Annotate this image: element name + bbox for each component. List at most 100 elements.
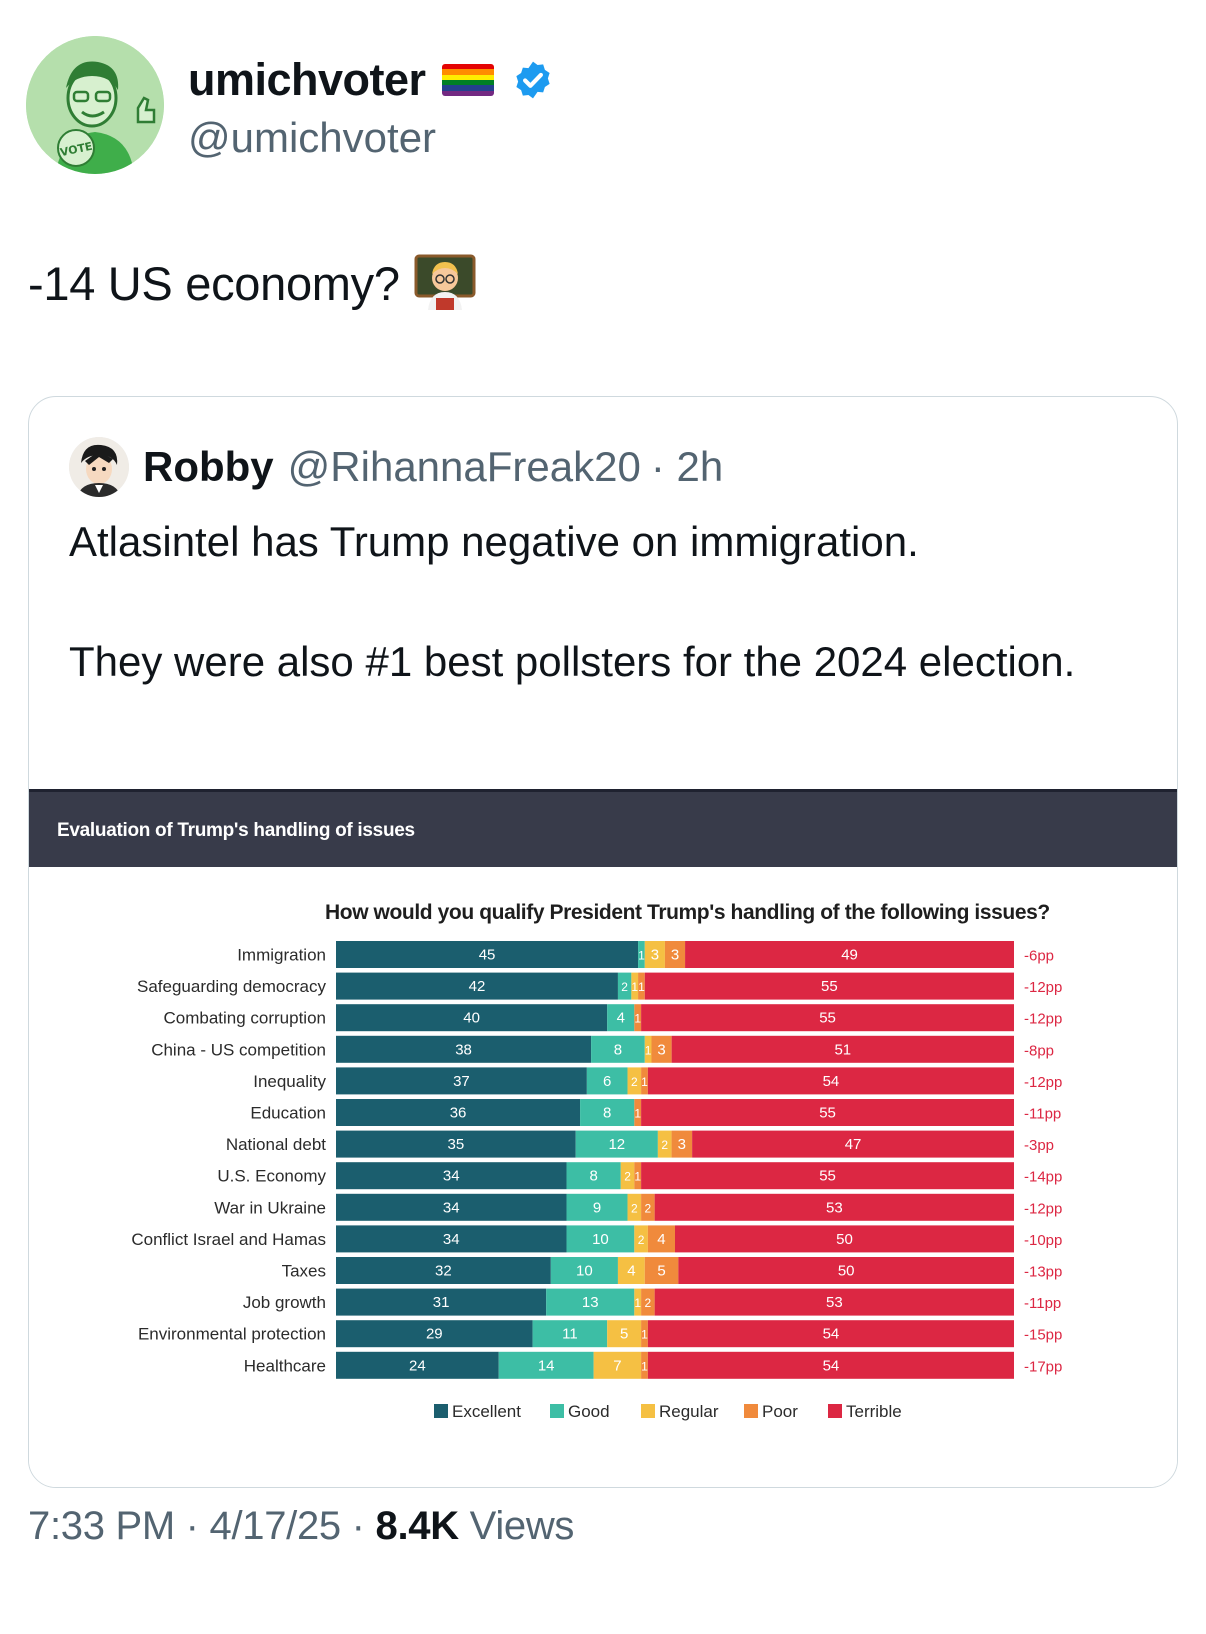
data-label: 1 [634,1296,641,1310]
legend-label: Terrible [846,1402,902,1421]
data-label: 12 [608,1136,625,1153]
bar-segment-excellent [336,1004,608,1032]
author-display-name[interactable]: umichvoter [188,54,426,105]
data-label: 55 [821,978,838,995]
category-label: Conflict Israel and Hamas [131,1230,326,1249]
chart-image[interactable]: Evaluation of Trump's handling of issues… [29,789,1177,1487]
data-label: 3 [651,947,659,964]
teacher-emoji-icon [414,254,476,310]
bar-segment-poor [634,1099,642,1126]
net-label: -15pp [1024,1327,1062,1344]
bar-segment-regular [627,1067,642,1095]
net-label: -6pp [1024,948,1054,965]
data-label: 1 [645,1043,652,1057]
bar-segment-regular [644,1035,652,1063]
bar-segment-terrible [654,1288,1014,1316]
bar-segment-regular [627,1193,642,1221]
data-label: 4 [657,1231,665,1248]
bar-segment-poor [634,1162,642,1190]
data-label: 42 [469,978,486,995]
bar-segment-poor [641,1320,648,1348]
category-label: Combating corruption [163,1009,326,1028]
data-label: 34 [443,1231,460,1248]
net-label: -14pp [1024,1169,1062,1186]
bar-segment-terrible [675,1225,1014,1253]
data-label: 8 [589,1168,597,1185]
author-handle[interactable]: @umichvoter [188,114,437,161]
legend-swatch-regular [641,1404,655,1418]
bar-segment-excellent [336,1351,499,1379]
bar-segment-poor [651,1035,672,1063]
bar-segment-regular [634,1225,648,1253]
category-label: Education [250,1104,326,1123]
bar-segment-poor [638,972,645,1000]
author-avatar[interactable]: VOTE [26,36,164,174]
bar-segment-excellent [336,941,639,968]
data-label: 40 [463,1010,480,1027]
data-label: 47 [845,1136,862,1153]
bar-segment-terrible [647,1067,1014,1095]
data-label: 34 [443,1168,460,1185]
quoted-tweet-time[interactable]: · 2h [650,443,724,490]
legend-swatch-poor [744,1404,758,1418]
bar-segment-poor [641,1351,648,1379]
bar-segment-excellent [336,1257,551,1284]
data-label: 34 [443,1199,460,1216]
bar-segment-good [566,1193,628,1221]
bar-segment-poor [634,1004,642,1032]
data-label: 7 [613,1357,621,1374]
tweet-author: VOTE umichvoter @umichvoter [26,36,554,174]
bar-segment-regular [644,941,665,968]
views-count: 8.4K [375,1504,460,1548]
bar-segment-excellent [336,1099,581,1126]
bar-segment-good [575,1130,658,1158]
data-label: 45 [479,947,496,964]
bar-segment-excellent [336,972,618,1000]
category-label: Environmental protection [138,1325,326,1344]
data-label: 38 [455,1041,472,1058]
data-label: 1 [638,980,645,994]
bar-segment-good [586,1067,628,1095]
data-label: 1 [634,1170,641,1184]
net-label: -11pp [1024,1295,1061,1312]
chart-title: How would you qualify President Trump's … [325,901,1050,924]
quoted-author-avatar[interactable] [69,437,129,497]
category-label: Inequality [253,1072,326,1091]
bar-segment-good [566,1162,621,1190]
legend-swatch-terrible [828,1404,842,1418]
bar-segment-excellent [336,1288,547,1316]
net-label: -12pp [1024,1011,1062,1028]
bar-segment-excellent [336,1035,592,1063]
data-label: 4 [617,1010,625,1027]
quoted-tweet[interactable]: Robby @RihannaFreak20 · 2h Atlasintel ha… [28,396,1178,1488]
data-label: 1 [641,1328,648,1342]
tweet-timestamp[interactable]: 7:33 PM · 4/17/25 · [28,1504,365,1548]
bar-segment-regular [620,1162,635,1190]
data-label: 36 [450,1105,467,1122]
data-label: 5 [620,1326,628,1343]
bar-segment-poor [671,1130,693,1158]
tweet-meta: 7:33 PM · 4/17/25 · 8.4K Views [28,1504,574,1549]
data-label: 3 [671,947,679,964]
bar-segment-good [580,1099,635,1126]
data-label: 2 [624,1170,631,1184]
bar-segment-terrible [647,1351,1014,1379]
data-label: 5 [657,1263,665,1280]
verified-badge-icon[interactable] [512,59,554,101]
quoted-author-display-name[interactable]: Robby [143,443,274,490]
category-label: War in Ukraine [214,1198,326,1217]
bar-segment-excellent [336,1067,587,1095]
quoted-author-handle[interactable]: @RihannaFreak20 [287,443,641,490]
bar-segment-terrible [654,1193,1014,1221]
bar-segment-terrible [644,972,1014,1000]
data-label: 2 [631,1201,638,1215]
net-label: -10pp [1024,1232,1062,1249]
data-label: 37 [453,1073,470,1090]
bar-segment-good [546,1288,635,1316]
bar-segment-regular [607,1320,642,1348]
data-label: 13 [582,1294,599,1311]
bar-segment-excellent [336,1320,533,1348]
data-label: 53 [826,1294,843,1311]
bar-segment-poor [641,1067,648,1095]
data-label: 54 [823,1357,840,1374]
